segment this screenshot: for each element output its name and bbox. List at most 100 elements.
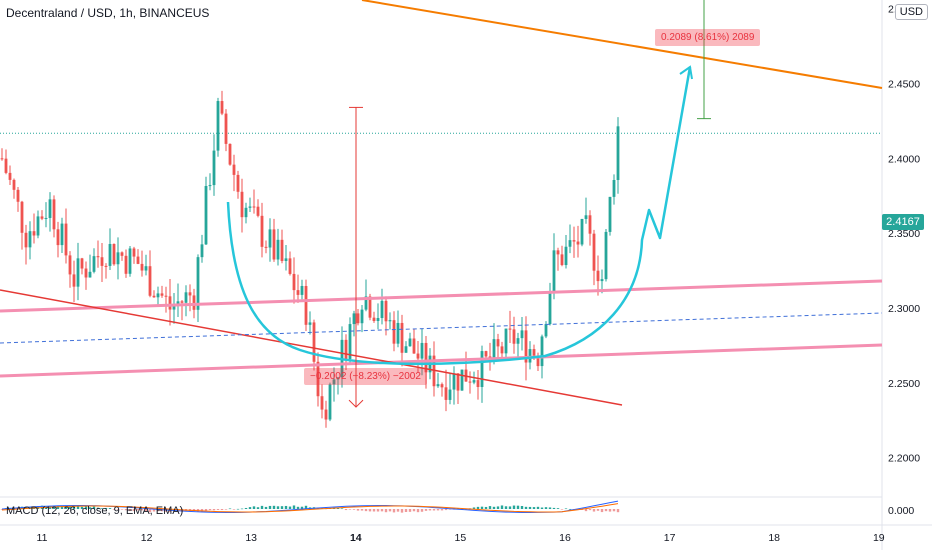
candle-body <box>48 199 52 218</box>
macd-bar <box>484 506 488 509</box>
candle-body <box>564 246 568 266</box>
candle-body <box>104 265 108 267</box>
signal-line <box>1 503 619 513</box>
macd-bar <box>600 509 604 513</box>
candle-body <box>208 185 212 187</box>
x-tick-label: 16 <box>559 532 571 544</box>
candle-body <box>332 379 336 385</box>
macd-bar <box>616 509 620 513</box>
candle-body <box>520 330 524 339</box>
candle-body <box>384 300 388 322</box>
x-tick-label: 11 <box>37 532 48 544</box>
macd-bar <box>228 508 232 510</box>
candle-body <box>252 206 256 208</box>
candle-body <box>248 206 252 208</box>
macd-bar <box>520 505 524 509</box>
macd-bar <box>488 506 492 509</box>
candle-body <box>608 196 612 232</box>
macd-bar <box>392 509 396 513</box>
macd-bar <box>360 509 364 511</box>
candle-body <box>448 389 452 400</box>
candle-body <box>576 241 580 245</box>
macd-bar <box>0 509 4 510</box>
macd-bar <box>552 507 556 509</box>
candle-body <box>32 231 36 236</box>
candle-body <box>212 150 216 186</box>
candle-body <box>476 380 480 387</box>
candle-body <box>128 248 132 274</box>
candle-body <box>348 324 352 359</box>
candle-body <box>216 101 220 151</box>
candle-body <box>36 216 40 236</box>
candle-body <box>452 373 456 390</box>
candle-body <box>80 258 84 269</box>
macd-bar <box>372 509 376 512</box>
lower-measure-arrow <box>348 399 364 408</box>
candle-body <box>276 239 280 260</box>
macd-bar <box>408 509 412 512</box>
candle-body <box>100 257 104 266</box>
candle-body <box>412 338 416 354</box>
macd-bar <box>156 509 160 512</box>
candle-body <box>240 191 244 218</box>
macd-bar <box>192 509 196 511</box>
macd-bar <box>568 508 572 510</box>
candle-body <box>244 207 248 218</box>
candle-body <box>416 353 420 359</box>
candle-body <box>112 243 116 265</box>
macd-bar <box>236 508 240 510</box>
macd-bar <box>388 509 392 512</box>
macd-bar <box>612 509 616 512</box>
candle-body <box>360 309 364 324</box>
candle-body <box>316 361 320 397</box>
macd-bar <box>264 506 268 509</box>
currency-badge[interactable]: USD <box>894 4 928 20</box>
candle-body <box>344 339 348 359</box>
x-tick-label: 17 <box>664 532 676 544</box>
candle-body <box>0 158 4 160</box>
macd-label: MACD (12, 26, close, 9, EMA, EMA) <box>6 505 184 517</box>
macd-bar <box>416 509 420 513</box>
candle-body <box>180 301 184 303</box>
macd-bar <box>428 509 432 511</box>
candle-body <box>544 324 548 337</box>
macd-bar <box>348 509 352 510</box>
candle-body <box>160 293 164 296</box>
macd-bar <box>584 509 588 512</box>
macd-bar <box>300 506 304 509</box>
candle-body <box>588 215 592 234</box>
candle-body <box>12 179 16 190</box>
candle-body <box>40 216 44 219</box>
macd-bar <box>60 506 64 509</box>
candle-body <box>64 223 68 256</box>
candle-body <box>84 268 88 278</box>
y-tick-label: 2.2000 <box>888 453 920 465</box>
candle-body <box>532 349 536 356</box>
candle-body <box>152 295 156 298</box>
macd-bar <box>444 509 448 511</box>
macd-bar <box>528 506 532 509</box>
candle-body <box>380 300 384 319</box>
macd-bar <box>96 507 100 509</box>
candle-body <box>24 232 28 248</box>
candle-body <box>148 266 152 296</box>
macd-bar <box>344 509 348 511</box>
candle-body <box>292 273 296 291</box>
macd-bar <box>544 507 548 509</box>
candle-body <box>436 384 440 387</box>
candle-body <box>200 244 204 258</box>
macd-bar <box>144 509 148 512</box>
macd-bar <box>116 509 120 510</box>
x-tick-label: 18 <box>768 532 780 544</box>
candle-body <box>388 320 392 322</box>
candle-body <box>468 381 472 383</box>
macd-bar <box>596 509 600 511</box>
candle-body <box>364 296 368 310</box>
macd-bar <box>208 509 212 511</box>
candle-body <box>92 256 96 272</box>
candle-body <box>172 305 176 310</box>
cup-pattern-path <box>226 66 692 366</box>
macd-bar <box>252 506 256 509</box>
candle-body <box>108 243 112 266</box>
